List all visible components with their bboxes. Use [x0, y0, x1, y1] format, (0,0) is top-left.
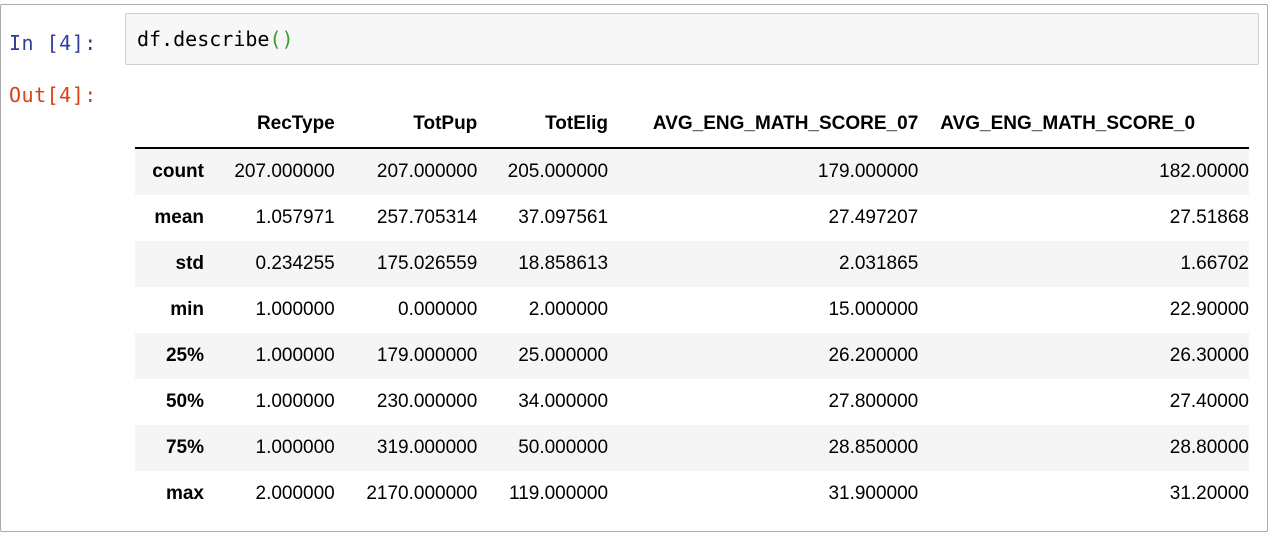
table-row: mean 1.057971 257.705314 37.097561 27.497207… — [135, 195, 1249, 241]
output-prompt: Out[4]: — [9, 83, 97, 107]
table-cell: 0.234255 — [255, 253, 335, 274]
code-parens: () — [269, 27, 294, 51]
table-row: 25% 1.000000 179.000000 25.000000 26.200000 2… — [135, 333, 1249, 379]
table-cell: 28.850000 — [828, 437, 919, 458]
table-cell: 1.66702 — [1180, 253, 1249, 274]
table-cell: 319.000000 — [376, 437, 478, 458]
table-cell: 2.031865 — [839, 253, 919, 274]
code-input-area[interactable]: df.describe() — [125, 13, 1259, 65]
table-cell: 207.000000 — [234, 161, 335, 182]
column-header: AVG_ENG_MATH_SCORE_07 — [652, 113, 919, 134]
table-cell: 27.497207 — [828, 207, 919, 228]
row-index-label: count — [152, 161, 204, 182]
table-cell: 257.705314 — [376, 207, 478, 228]
table-row: min 1.000000 0.000000 2.000000 15.000000 22.9… — [135, 287, 1249, 333]
table-cell: 230.000000 — [376, 391, 478, 412]
table-row: max 2.000000 2170.000000 119.000000 31.90000… — [135, 471, 1249, 517]
row-index-label: mean — [154, 207, 204, 228]
column-header: TotElig — [545, 113, 609, 134]
table-cell: 179.000000 — [376, 345, 478, 366]
table-cell: 205.000000 — [507, 161, 609, 182]
table-cell: 18.858613 — [518, 253, 609, 274]
row-index-label: 50% — [165, 391, 204, 412]
table-cell: 1.000000 — [255, 345, 335, 366]
describe-table: RecType TotPup TotElig AVG_ENG_MATH_SCOR… — [135, 101, 1249, 517]
index-header — [135, 101, 204, 148]
table-cell: 31.20000 — [1169, 483, 1249, 504]
code-line[interactable]: df.describe() — [137, 27, 294, 51]
table-cell: 26.200000 — [828, 345, 919, 366]
table-header-row: RecType TotPup TotElig AVG_ENG_MATH_SCOR… — [135, 101, 1249, 148]
table-row: std 0.234255 175.026559 18.858613 2.031865 1.… — [135, 241, 1249, 287]
table-cell: 50.000000 — [518, 437, 609, 458]
table-cell: 28.80000 — [1169, 437, 1249, 458]
table-cell: 182.00000 — [1159, 161, 1249, 182]
code-text: df.describe — [137, 27, 270, 51]
table-cell: 22.90000 — [1169, 299, 1249, 320]
table-cell: 1.000000 — [255, 391, 335, 412]
table-cell: 27.40000 — [1169, 391, 1249, 412]
table-cell: 179.000000 — [817, 161, 919, 182]
column-header: TotPup — [413, 113, 478, 134]
table-row: count 207.000000 207.000000 205.000000 179.0… — [135, 148, 1249, 195]
table-cell: 27.51868 — [1169, 207, 1249, 228]
table-cell: 175.026559 — [376, 253, 478, 274]
table-cell: 26.30000 — [1169, 345, 1249, 366]
table-cell: 37.097561 — [518, 207, 609, 228]
table-cell: 0.000000 — [398, 299, 478, 320]
row-index-label: 75% — [165, 437, 204, 458]
table-row: 75% 1.000000 319.000000 50.000000 28.850000 2… — [135, 425, 1249, 471]
table-cell: 1.057971 — [255, 207, 335, 228]
row-index-label: 25% — [165, 345, 204, 366]
table-row: 50% 1.000000 230.000000 34.000000 27.800000 2… — [135, 379, 1249, 425]
input-prompt: In [4]: — [9, 31, 97, 55]
table-cell: 2.000000 — [528, 299, 609, 320]
row-index-label: std — [175, 253, 205, 274]
table-cell: 34.000000 — [518, 391, 609, 412]
table-cell: 15.000000 — [828, 299, 919, 320]
table-cell: 25.000000 — [518, 345, 609, 366]
table-cell: 207.000000 — [376, 161, 478, 182]
table-cell: 1.000000 — [255, 299, 335, 320]
output-area: RecType TotPup TotElig AVG_ENG_MATH_SCOR… — [135, 101, 1249, 525]
table-cell: 31.900000 — [828, 483, 919, 504]
notebook-cell[interactable]: In [4]: df.describe() Out[4]: RecType To… — [0, 4, 1268, 532]
table-cell: 1.000000 — [255, 437, 335, 458]
column-header: AVG_ENG_MATH_SCORE_0 — [940, 113, 1196, 134]
table-cell: 119.000000 — [509, 483, 609, 504]
table-cell: 2170.000000 — [366, 483, 478, 504]
row-index-label: min — [170, 299, 204, 320]
table-cell: 27.800000 — [828, 391, 919, 412]
table-cell: 2.000000 — [255, 483, 335, 504]
row-index-label: max — [165, 483, 204, 504]
column-header: RecType — [256, 113, 335, 134]
